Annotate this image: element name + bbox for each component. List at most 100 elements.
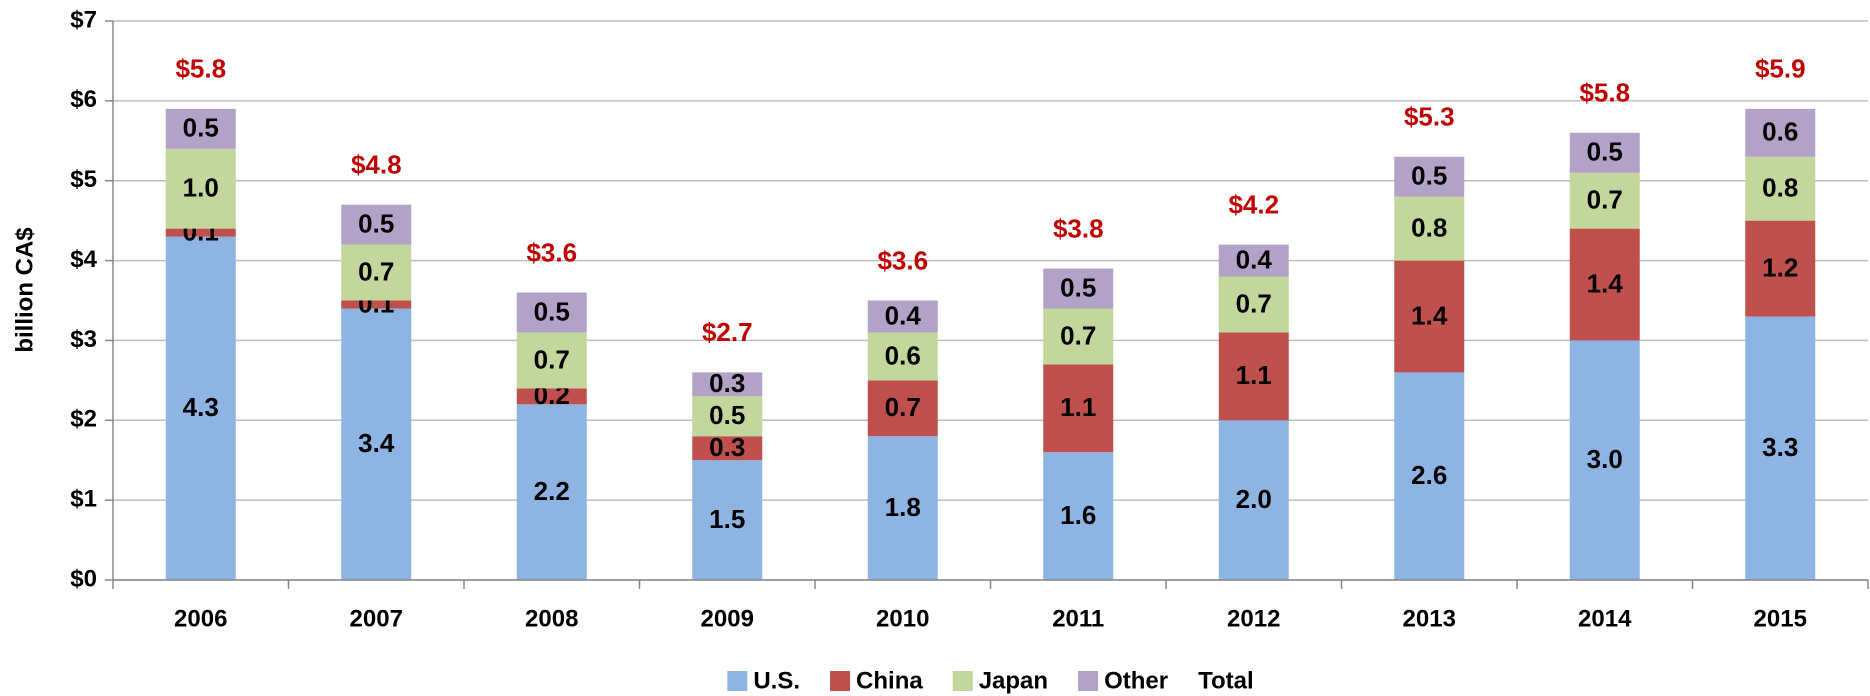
bar-segment bbox=[1569, 340, 1640, 580]
legend-label: Total bbox=[1198, 667, 1254, 694]
data-label: 4.3 bbox=[183, 392, 219, 422]
data-label: 2.6 bbox=[1411, 460, 1447, 490]
total-label: $5.3 bbox=[1404, 102, 1455, 132]
data-label: 1.1 bbox=[1060, 392, 1096, 422]
data-label: 0.7 bbox=[534, 344, 570, 374]
total-label: $5.8 bbox=[1579, 78, 1630, 108]
bar-segment bbox=[516, 388, 587, 405]
x-tick-label: 2015 bbox=[1754, 605, 1807, 632]
data-label: 0.5 bbox=[1411, 161, 1447, 191]
y-tick-label: $3 bbox=[70, 326, 97, 353]
data-label: 0.7 bbox=[358, 256, 394, 286]
bar-segment bbox=[1218, 276, 1289, 333]
y-tick-label: $6 bbox=[70, 86, 97, 113]
bar-segment bbox=[341, 244, 412, 301]
legend-label: Japan bbox=[979, 667, 1048, 694]
data-label: 0.8 bbox=[1762, 173, 1798, 203]
y-tick-label: $4 bbox=[70, 246, 97, 273]
data-label: 0.5 bbox=[183, 113, 219, 143]
bar-segment bbox=[1569, 172, 1640, 229]
data-label: 0.3 bbox=[709, 368, 745, 398]
y-tick-label: $0 bbox=[70, 565, 97, 592]
bar-segment bbox=[867, 300, 938, 333]
y-tick-label: $5 bbox=[70, 166, 97, 193]
y-axis-title: billion CA$ bbox=[11, 227, 38, 353]
bar-segment bbox=[516, 404, 587, 580]
bar-segment bbox=[692, 460, 763, 580]
x-tick-label: 2013 bbox=[1403, 605, 1456, 632]
bar-segment bbox=[1745, 220, 1816, 317]
bar-segment bbox=[516, 332, 587, 389]
data-label: 0.5 bbox=[1060, 272, 1096, 302]
data-label: 0.4 bbox=[1236, 244, 1273, 274]
bar-segment bbox=[1394, 196, 1465, 261]
data-label: 0.7 bbox=[1587, 185, 1623, 215]
data-label: 2.2 bbox=[534, 476, 570, 506]
bar-segment bbox=[165, 236, 236, 580]
y-tick-label: $1 bbox=[70, 485, 97, 512]
x-tick-label: 2014 bbox=[1578, 605, 1632, 632]
bar-segment bbox=[516, 292, 587, 333]
bar-segment bbox=[1394, 372, 1465, 580]
bar-segment bbox=[1394, 156, 1465, 197]
legend-swatch bbox=[727, 671, 748, 691]
data-label: 3.3 bbox=[1762, 432, 1798, 462]
data-label: 1.0 bbox=[183, 173, 219, 203]
x-tick-label: 2006 bbox=[174, 605, 227, 632]
bar-segment bbox=[1569, 132, 1640, 173]
data-label: 0.5 bbox=[534, 296, 570, 326]
bar-segment bbox=[1218, 244, 1289, 277]
bar-segment bbox=[692, 372, 763, 397]
bar-segment bbox=[1043, 452, 1114, 580]
data-label: 1.4 bbox=[1411, 300, 1448, 330]
bar-segment bbox=[867, 332, 938, 381]
total-label: $3.6 bbox=[526, 237, 577, 267]
bar-segment bbox=[1218, 332, 1289, 421]
x-tick-label: 2007 bbox=[350, 605, 403, 632]
bar-segment bbox=[1394, 260, 1465, 373]
y-tick-label: $2 bbox=[70, 406, 97, 433]
bar-segment bbox=[165, 108, 236, 149]
total-label: $4.2 bbox=[1228, 189, 1279, 219]
bar-segment bbox=[867, 380, 938, 437]
legend-swatch bbox=[1078, 671, 1099, 691]
legend-swatch bbox=[830, 671, 851, 691]
data-label: 1.1 bbox=[1236, 360, 1272, 390]
data-label: 0.4 bbox=[885, 300, 922, 330]
data-label: 2.0 bbox=[1236, 484, 1272, 514]
total-label: $5.9 bbox=[1755, 54, 1806, 84]
x-tick-label: 2012 bbox=[1227, 605, 1280, 632]
bar-segment bbox=[1043, 364, 1114, 453]
x-tick-label: 2010 bbox=[876, 605, 929, 632]
bar-segment bbox=[1218, 420, 1289, 580]
data-label: 3.0 bbox=[1587, 444, 1623, 474]
data-label: 1.2 bbox=[1762, 252, 1798, 282]
bar-segment bbox=[165, 148, 236, 229]
legend-label: U.S. bbox=[753, 667, 800, 694]
data-label: 1.6 bbox=[1060, 500, 1096, 530]
data-label: 0.8 bbox=[1411, 213, 1447, 243]
total-label: $5.8 bbox=[175, 54, 226, 84]
bar-segment bbox=[1745, 316, 1816, 580]
data-label: 0.7 bbox=[1060, 320, 1096, 350]
data-label: 3.4 bbox=[358, 428, 395, 458]
data-label: 1.8 bbox=[885, 492, 921, 522]
bar-segment bbox=[867, 436, 938, 580]
bar-segment bbox=[341, 300, 412, 309]
bar-segment bbox=[341, 204, 412, 245]
bar-segment bbox=[165, 228, 236, 237]
total-label: $3.6 bbox=[877, 245, 928, 275]
legend-label: China bbox=[856, 667, 923, 694]
data-label: 1.5 bbox=[709, 504, 745, 534]
data-label: 0.7 bbox=[1236, 288, 1272, 318]
legend-swatch bbox=[952, 671, 973, 691]
bar-segment bbox=[341, 308, 412, 580]
bar-segment bbox=[692, 396, 763, 437]
bar-segment bbox=[1043, 308, 1114, 365]
bar-segment bbox=[1745, 108, 1816, 157]
x-tick-label: 2011 bbox=[1052, 605, 1104, 632]
data-label: 0.6 bbox=[1762, 117, 1798, 147]
total-label: $4.8 bbox=[351, 150, 402, 180]
bar-segment bbox=[1043, 268, 1114, 309]
x-tick-label: 2008 bbox=[525, 605, 578, 632]
